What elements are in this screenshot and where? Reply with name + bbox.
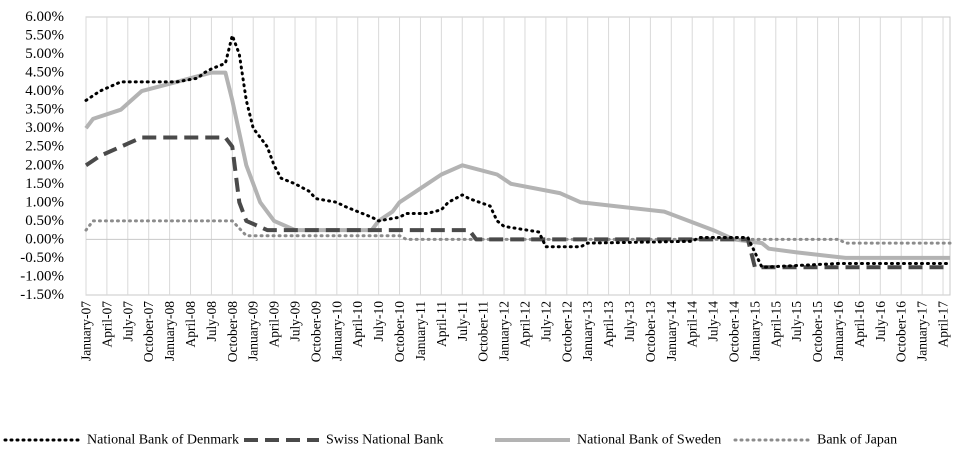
legend-label: Bank of Japan bbox=[817, 433, 897, 448]
x-tick-label: April-09 bbox=[267, 301, 282, 348]
y-tick-label: 3.50% bbox=[25, 102, 64, 118]
x-tick-label: January-15 bbox=[747, 301, 762, 361]
y-tick-label: 5.50% bbox=[25, 28, 64, 44]
x-tick-label: October-08 bbox=[225, 301, 240, 362]
y-tick-label: 4.00% bbox=[25, 83, 64, 99]
x-tick-label: January-07 bbox=[79, 301, 94, 361]
x-tick-label: January-14 bbox=[664, 301, 679, 361]
y-tick-label: 3.00% bbox=[25, 120, 64, 136]
x-tick-label: April-17 bbox=[936, 301, 951, 348]
series-line-swiss-national-bank bbox=[84, 135, 950, 270]
x-tick-label: July-15 bbox=[789, 301, 804, 342]
x-tick-label: January-17 bbox=[915, 301, 930, 361]
x-tick-label: April-10 bbox=[350, 301, 365, 348]
x-tick-label: October-13 bbox=[643, 301, 658, 362]
x-tick-label: October-11 bbox=[476, 301, 491, 362]
y-tick-label: 1.00% bbox=[25, 194, 64, 210]
x-tick-label: January-10 bbox=[329, 301, 344, 361]
y-tick-label: 5.00% bbox=[25, 46, 64, 62]
y-axis: 6.00% 5.50% 5.00% 4.50% 4.00% 3.50% 3.00% 2.50%… bbox=[20, 9, 64, 303]
x-axis: January-07 April-07 July-07 October-07 Janua… bbox=[79, 301, 951, 362]
y-tick-label: 4.50% bbox=[25, 65, 64, 81]
x-tick-label: July-07 bbox=[120, 301, 135, 342]
gridlines bbox=[85, 16, 951, 296]
x-tick-label: July-13 bbox=[622, 301, 637, 342]
x-tick-label: January-11 bbox=[413, 301, 428, 360]
x-tick-label: April-07 bbox=[99, 301, 114, 348]
x-tick-label: January-08 bbox=[162, 301, 177, 361]
x-tick-label: October-14 bbox=[727, 301, 742, 362]
x-tick-label: October-10 bbox=[392, 301, 407, 362]
x-tick-label: July-10 bbox=[371, 301, 386, 342]
x-tick-label: October-12 bbox=[559, 301, 574, 362]
x-tick-label: April-12 bbox=[517, 301, 532, 348]
x-tick-label: July-08 bbox=[204, 301, 219, 342]
y-tick-label: 1.50% bbox=[25, 176, 64, 192]
y-tick-label: 2.00% bbox=[25, 157, 64, 173]
series-line-national-bank-of-denmark bbox=[84, 34, 952, 269]
x-tick-label: January-09 bbox=[246, 301, 261, 361]
x-tick-label: April-11 bbox=[434, 301, 449, 347]
y-tick-label: 0.50% bbox=[25, 213, 64, 229]
x-tick-label: April-08 bbox=[183, 301, 198, 348]
x-tick-label: October-09 bbox=[308, 301, 323, 362]
x-tick-label: July-14 bbox=[706, 301, 721, 342]
y-tick-label: -0.50% bbox=[20, 250, 64, 266]
x-tick-label: January-12 bbox=[497, 301, 512, 361]
x-tick-label: April-14 bbox=[685, 301, 700, 348]
x-tick-label: April-16 bbox=[852, 301, 867, 348]
legend: National Bank of Denmark Swiss National B… bbox=[3, 433, 897, 448]
x-tick-label: July-12 bbox=[538, 301, 553, 342]
plot-area bbox=[84, 34, 952, 270]
series-line-national-bank-of-sweden bbox=[84, 70, 950, 260]
y-tick-label: 0.00% bbox=[25, 231, 64, 247]
x-tick-label: July-11 bbox=[455, 301, 470, 341]
legend-label: Swiss National Bank bbox=[326, 433, 443, 448]
x-tick-label: October-07 bbox=[141, 301, 156, 362]
series-line-bank-of-japan bbox=[84, 219, 952, 245]
x-tick-label: April-15 bbox=[768, 301, 783, 348]
y-tick-label: 6.00% bbox=[25, 9, 64, 25]
y-tick-label: -1.50% bbox=[20, 287, 64, 303]
legend-label: National Bank of Denmark bbox=[87, 433, 239, 448]
legend-label: National Bank of Sweden bbox=[577, 433, 721, 448]
x-tick-label: January-16 bbox=[831, 301, 846, 361]
y-tick-label: 2.50% bbox=[25, 139, 64, 155]
x-tick-label: October-16 bbox=[894, 301, 909, 362]
y-tick-label: -1.00% bbox=[20, 268, 64, 284]
x-tick-label: July-16 bbox=[873, 301, 888, 342]
x-tick-label: July-09 bbox=[288, 301, 303, 342]
x-tick-label: October-15 bbox=[810, 301, 825, 362]
x-tick-label: April-13 bbox=[601, 301, 616, 348]
x-tick-label: January-13 bbox=[580, 301, 595, 361]
